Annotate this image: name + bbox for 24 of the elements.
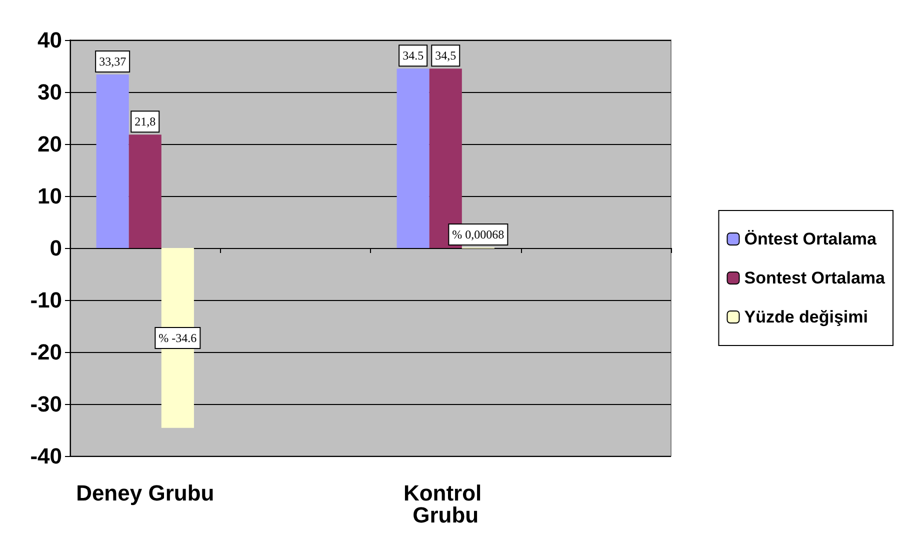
- legend-label: Yüzde değişimi: [744, 308, 868, 326]
- x-tick-label: Deney Grubu: [76, 480, 214, 506]
- y-tick-label: 0: [50, 236, 62, 260]
- bar: [96, 74, 129, 248]
- data-label: 33,37: [99, 54, 126, 68]
- data-label: 34.5: [402, 48, 424, 63]
- y-tick-label: -10: [30, 288, 62, 312]
- bar: [429, 68, 462, 248]
- x-tick-label: Kontrol Grubu: [403, 480, 488, 528]
- y-tick-label: 30: [38, 80, 62, 104]
- y-tick-label: -30: [30, 392, 62, 416]
- legend-label: Sontest Ortalama: [744, 268, 886, 288]
- y-tick-label: 10: [38, 184, 62, 208]
- bar: [128, 134, 162, 248]
- y-tick-label: -20: [30, 340, 62, 364]
- y-tick-label: 40: [38, 28, 62, 52]
- data-label: 34,5: [435, 48, 456, 63]
- data-label: % 0,00068: [452, 228, 504, 242]
- y-tick-label: -40: [30, 444, 62, 468]
- legend-label: Öntest Ortalama: [744, 230, 878, 248]
- bar: [396, 68, 430, 248]
- y-tick-label: 20: [38, 132, 62, 156]
- data-label: 21,8: [134, 114, 156, 129]
- data-label: % -34.6: [158, 330, 197, 345]
